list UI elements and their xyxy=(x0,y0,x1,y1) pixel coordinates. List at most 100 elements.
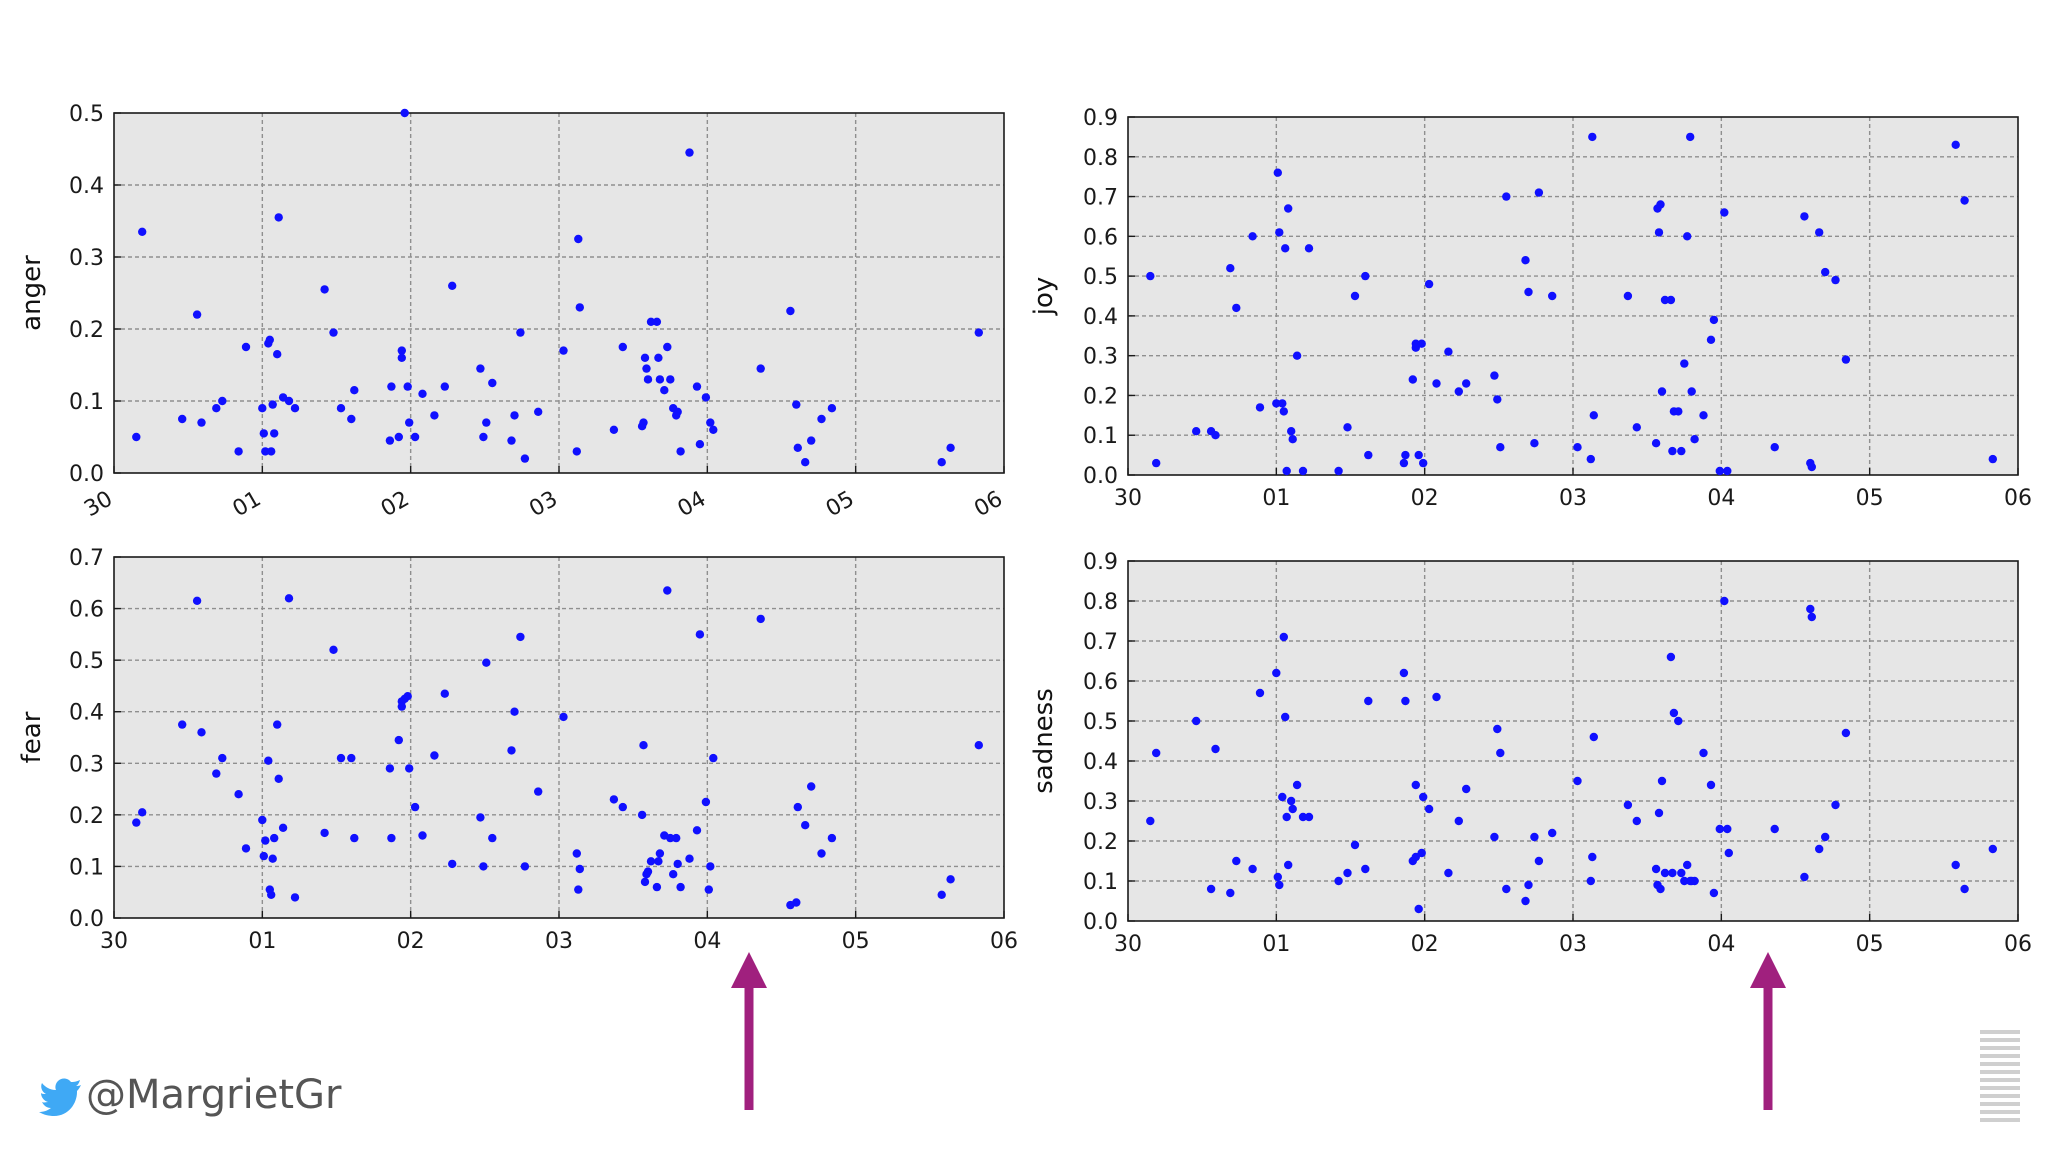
data-point xyxy=(1411,852,1421,862)
data-point xyxy=(1524,880,1533,890)
data-point xyxy=(270,833,279,843)
data-point xyxy=(786,306,795,316)
y-tick-label: 0.7 xyxy=(69,546,104,571)
data-point xyxy=(403,692,412,701)
data-point xyxy=(270,429,279,438)
data-point xyxy=(440,689,449,698)
data-point xyxy=(1304,812,1314,822)
data-point xyxy=(1686,132,1695,142)
data-point xyxy=(516,328,525,337)
data-point xyxy=(1206,884,1216,894)
data-point xyxy=(336,404,346,413)
data-point xyxy=(1411,780,1421,790)
data-point xyxy=(261,447,270,456)
data-point xyxy=(1417,848,1426,858)
data-point xyxy=(1248,864,1257,874)
y-tick-label: 0.2 xyxy=(1083,830,1118,855)
data-point xyxy=(1232,856,1241,866)
data-point xyxy=(387,833,396,843)
x-tick-label: 05 xyxy=(842,929,870,954)
joy-chart: 0.0 0.1 0.2 0.3 0.4 0.5 0.6 0.7 0.8 0.9 30 01 02 03 04… xyxy=(1029,106,2032,511)
data-point xyxy=(756,614,765,624)
data-point xyxy=(1687,387,1696,396)
data-point xyxy=(1192,427,1201,436)
data-point xyxy=(937,890,946,899)
data-point xyxy=(572,447,581,456)
data-point xyxy=(1424,279,1434,289)
data-point xyxy=(1988,844,1998,854)
y-tick-label: 0.3 xyxy=(69,752,104,777)
data-point xyxy=(643,867,653,876)
data-point xyxy=(946,443,955,452)
data-point xyxy=(1272,668,1281,678)
data-point xyxy=(488,378,497,388)
data-point xyxy=(1288,804,1297,814)
data-point xyxy=(1666,295,1676,305)
data-point xyxy=(974,741,983,750)
data-point xyxy=(394,735,403,745)
data-point xyxy=(704,885,713,894)
data-point xyxy=(655,849,665,858)
data-point xyxy=(1524,287,1533,297)
data-point xyxy=(197,418,206,427)
data-point xyxy=(1654,808,1664,818)
data-point xyxy=(241,844,251,853)
data-point xyxy=(138,227,147,236)
x-tick-label: 03 xyxy=(525,487,562,523)
data-point xyxy=(669,870,678,879)
data-point xyxy=(350,833,359,843)
data-point xyxy=(1334,876,1343,886)
data-point xyxy=(575,303,584,312)
data-point xyxy=(1677,446,1686,456)
y-axis-label: fear xyxy=(17,711,47,763)
data-point xyxy=(1656,884,1665,894)
data-point xyxy=(1715,466,1725,476)
y-tick-label: 0.3 xyxy=(69,246,104,271)
data-point xyxy=(1521,896,1530,906)
data-point xyxy=(654,857,663,866)
data-point xyxy=(1589,411,1599,420)
data-point xyxy=(290,893,300,902)
data-point xyxy=(387,382,396,391)
data-point xyxy=(685,148,694,157)
data-point xyxy=(1690,435,1699,444)
data-point xyxy=(1287,427,1296,436)
data-point xyxy=(1414,904,1423,914)
y-tick-label: 0.9 xyxy=(1083,550,1118,575)
twitter-handle[interactable]: @MargrietGr xyxy=(86,1072,342,1118)
x-tick-label: 05 xyxy=(1856,486,1884,511)
data-point xyxy=(1282,812,1291,822)
data-point xyxy=(488,833,497,843)
data-point xyxy=(278,823,288,832)
x-tick-label: 01 xyxy=(229,487,266,523)
data-point xyxy=(1361,271,1370,281)
data-point xyxy=(1690,876,1699,886)
y-tick-label: 0.1 xyxy=(69,855,104,880)
data-point xyxy=(655,375,665,384)
y-tick-label: 0.1 xyxy=(1083,424,1118,449)
y-tick-label: 0.2 xyxy=(1083,384,1118,409)
x-tick-label: 30 xyxy=(80,487,117,523)
data-point xyxy=(218,396,227,406)
data-point xyxy=(1211,431,1220,440)
data-point xyxy=(1408,375,1418,384)
data-point xyxy=(264,756,273,765)
data-point xyxy=(510,707,519,716)
data-point xyxy=(709,425,718,434)
x-tick-label: 02 xyxy=(1411,486,1439,511)
data-point xyxy=(1424,804,1434,814)
data-point xyxy=(1723,824,1732,834)
y-tick-label: 0.0 xyxy=(69,907,104,932)
data-point xyxy=(1960,196,1969,205)
x-tick-label: 30 xyxy=(100,929,128,954)
data-point xyxy=(430,751,439,760)
data-point xyxy=(676,882,685,892)
data-point xyxy=(1807,612,1817,622)
data-point xyxy=(1807,462,1817,472)
data-point xyxy=(405,764,414,773)
data-point xyxy=(1623,291,1633,301)
data-point xyxy=(1399,458,1409,468)
x-tick-label: 03 xyxy=(545,929,573,954)
data-point xyxy=(1462,379,1471,388)
data-point xyxy=(1281,712,1290,722)
